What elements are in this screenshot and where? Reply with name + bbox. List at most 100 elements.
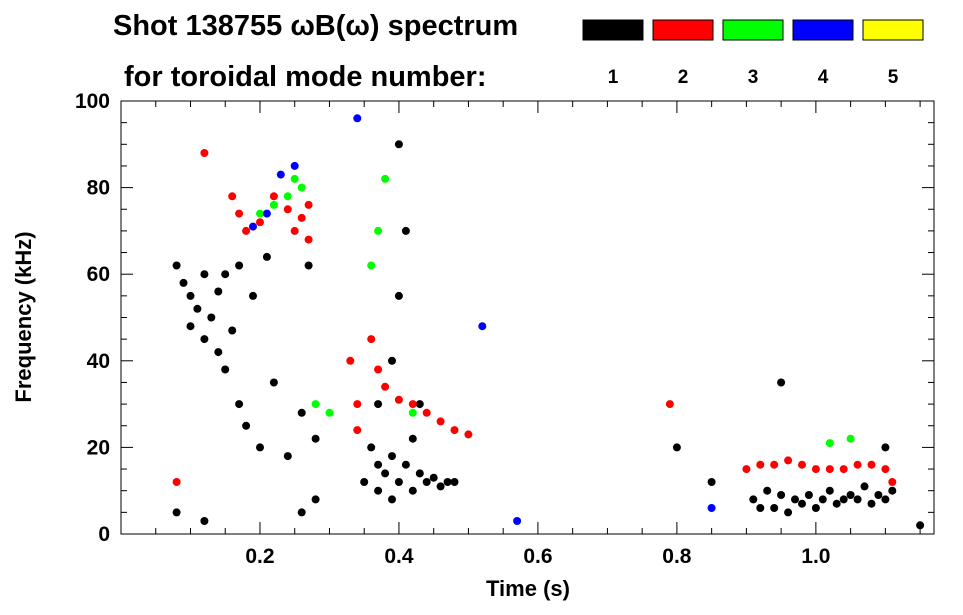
data-point bbox=[235, 261, 244, 270]
data-point bbox=[853, 495, 862, 504]
x-tick-label: 1.0 bbox=[801, 545, 830, 568]
x-axis-title: Time (s) bbox=[486, 576, 570, 601]
data-point bbox=[242, 421, 251, 430]
y-tick-label: 80 bbox=[87, 177, 110, 200]
data-point bbox=[221, 365, 230, 374]
legend-swatch bbox=[582, 19, 644, 41]
data-point bbox=[665, 400, 674, 409]
data-point bbox=[464, 430, 473, 439]
data-point bbox=[172, 478, 181, 486]
data-point bbox=[791, 495, 799, 504]
data-point bbox=[311, 495, 320, 504]
data-point bbox=[415, 400, 424, 409]
data-point bbox=[311, 400, 320, 409]
data-point bbox=[381, 382, 390, 391]
data-point bbox=[353, 426, 362, 435]
x-tick-label: 0.4 bbox=[384, 545, 414, 568]
legend: 1 2 3 4 5 bbox=[582, 19, 924, 88]
data-point bbox=[394, 140, 403, 149]
legend-swatch bbox=[792, 19, 854, 41]
data-point bbox=[235, 209, 244, 218]
data-point bbox=[513, 517, 522, 525]
data-point bbox=[846, 491, 855, 499]
data-point bbox=[207, 313, 216, 322]
data-point bbox=[672, 443, 681, 452]
y-tick-label: 100 bbox=[75, 90, 110, 113]
data-point bbox=[249, 291, 257, 300]
data-point bbox=[200, 517, 209, 525]
data-point bbox=[367, 261, 376, 270]
data-point bbox=[283, 192, 292, 201]
y-tick-label: 0 bbox=[98, 523, 110, 546]
data-point bbox=[276, 170, 285, 179]
data-point bbox=[249, 222, 257, 231]
data-point bbox=[401, 226, 410, 235]
data-point bbox=[825, 465, 834, 474]
data-point bbox=[839, 495, 848, 504]
data-point bbox=[262, 252, 271, 261]
data-point bbox=[394, 478, 403, 486]
data-point bbox=[297, 408, 306, 417]
data-point bbox=[346, 356, 355, 365]
data-point bbox=[867, 460, 876, 469]
data-point bbox=[367, 335, 376, 344]
data-point bbox=[269, 200, 278, 209]
data-point bbox=[200, 335, 209, 344]
data-point bbox=[269, 378, 278, 387]
data-point bbox=[172, 261, 181, 270]
data-point bbox=[804, 491, 813, 499]
legend-swatch bbox=[862, 19, 924, 41]
data-point bbox=[214, 348, 223, 357]
data-point bbox=[353, 114, 362, 123]
legend-label: 2 bbox=[678, 67, 689, 88]
data-point bbox=[832, 499, 841, 508]
data-point bbox=[777, 378, 786, 387]
data-point bbox=[839, 465, 848, 474]
data-point bbox=[422, 408, 431, 417]
data-point bbox=[179, 278, 188, 287]
data-point bbox=[304, 200, 313, 209]
data-point bbox=[297, 508, 306, 517]
data-point bbox=[825, 439, 834, 448]
data-point bbox=[874, 491, 883, 499]
data-point bbox=[853, 460, 862, 469]
legend-label: 5 bbox=[888, 67, 899, 88]
data-point bbox=[394, 395, 403, 404]
legend-label: 4 bbox=[818, 67, 829, 88]
data-point bbox=[756, 460, 765, 469]
data-point bbox=[818, 495, 827, 504]
data-point bbox=[242, 226, 251, 235]
legend-label: 3 bbox=[748, 67, 759, 88]
data-point bbox=[408, 486, 417, 495]
data-point bbox=[283, 205, 292, 214]
data-point bbox=[256, 443, 264, 452]
data-point bbox=[450, 478, 459, 486]
data-point bbox=[374, 400, 383, 409]
data-point bbox=[408, 408, 417, 417]
data-point bbox=[186, 291, 195, 300]
data-point bbox=[290, 161, 299, 170]
legend-label: 1 bbox=[608, 67, 619, 88]
y-tick-label: 40 bbox=[87, 350, 110, 373]
data-point bbox=[290, 226, 299, 235]
chart-subtitle: for toroidal mode number: bbox=[124, 61, 487, 93]
data-point bbox=[742, 465, 751, 474]
data-point bbox=[881, 465, 890, 474]
data-point bbox=[214, 287, 223, 296]
data-point bbox=[269, 192, 278, 201]
x-tick-label: 0.8 bbox=[662, 545, 692, 568]
data-point bbox=[374, 226, 383, 235]
data-point bbox=[388, 356, 396, 365]
data-point bbox=[450, 426, 459, 435]
data-point bbox=[374, 365, 383, 374]
data-point bbox=[860, 482, 869, 491]
data-point bbox=[186, 322, 195, 331]
data-point bbox=[888, 478, 897, 486]
data-point bbox=[283, 452, 292, 461]
data-point bbox=[798, 460, 806, 469]
y-axis-title: Frequency (kHz) bbox=[11, 231, 36, 402]
data-point bbox=[707, 504, 716, 512]
data-point bbox=[388, 452, 396, 461]
x-tick-label: 0.6 bbox=[523, 545, 552, 568]
